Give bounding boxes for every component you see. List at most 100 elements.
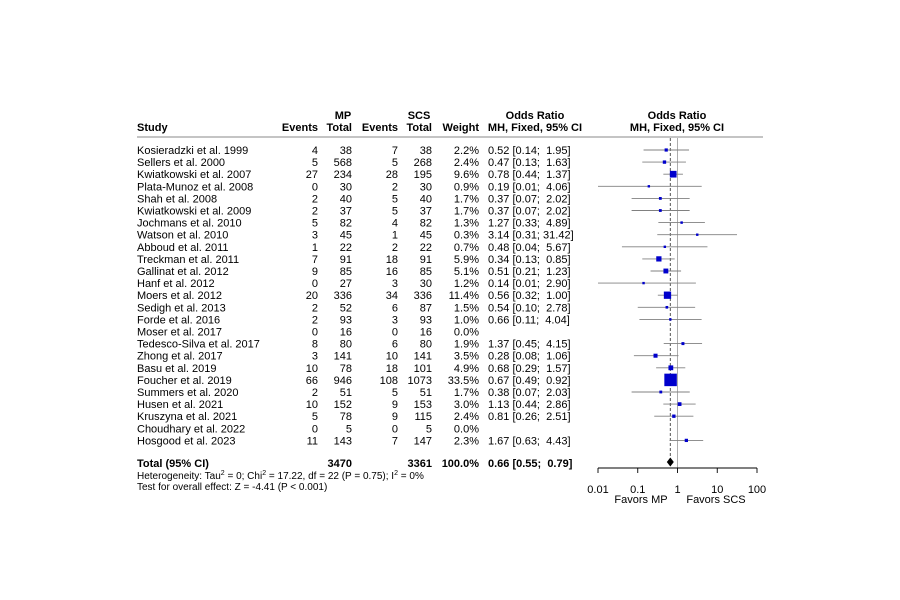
study-or-ci: 1.13 [0.44; 2.86] xyxy=(488,399,571,411)
study-name: Kosieradzki et al. 1999 xyxy=(137,145,248,157)
header-or-text-title: Odds Ratio xyxy=(506,110,565,122)
scs-total: 147 xyxy=(414,435,432,447)
study-weight: 11.4% xyxy=(449,290,480,302)
mp-events: 5 xyxy=(312,157,318,169)
table-row: Basu et al. 2019 10 78 18 101 4.9% 0.68 [0.29;… xyxy=(137,363,571,375)
study-weight: 1.7% xyxy=(454,193,479,205)
scs-events: 9 xyxy=(392,411,398,423)
study-weight: 2.4% xyxy=(454,411,479,423)
study-name: Basu et al. 2019 xyxy=(137,363,217,375)
scs-events: 18 xyxy=(386,363,398,375)
scs-total: 45 xyxy=(420,230,432,242)
mp-total: 234 xyxy=(334,169,352,181)
scs-events: 1 xyxy=(392,230,398,242)
mp-events: 1 xyxy=(312,242,318,254)
study-name: Sellers et al. 2000 xyxy=(137,157,225,169)
scs-events: 10 xyxy=(386,351,398,363)
study-or-ci: 0.51 [0.21; 1.23] xyxy=(488,266,571,278)
study-or-ci: 0.38 [0.07; 2.03] xyxy=(488,387,571,399)
scs-events: 0 xyxy=(392,327,398,339)
study-weight: 1.2% xyxy=(454,278,479,290)
study-square xyxy=(669,318,672,321)
mp-total: 40 xyxy=(340,193,352,205)
scs-total: 30 xyxy=(420,278,432,290)
study-or-ci: 0.56 [0.32; 1.00] xyxy=(488,290,571,302)
scs-events: 5 xyxy=(392,206,398,218)
table-row: Sedigh et al. 2013 2 52 6 87 1.5% 0.54 [0.10; … xyxy=(137,302,571,314)
scs-total: 30 xyxy=(420,181,432,193)
study-weight: 0.3% xyxy=(454,230,479,242)
study-weight: 1.9% xyxy=(454,339,479,351)
mp-events: 2 xyxy=(312,206,318,218)
scs-total: 87 xyxy=(420,302,432,314)
study-square xyxy=(669,170,677,178)
study-name: Moers et al. 2012 xyxy=(137,290,222,302)
scs-total: 16 xyxy=(420,327,432,339)
study-weight: 1.7% xyxy=(454,387,479,399)
scs-events: 2 xyxy=(392,181,398,193)
total-row: Total (95% CI) 3470 3361 100.0% 0.66 [0.… xyxy=(137,458,573,470)
scs-events: 4 xyxy=(392,218,398,230)
study-or-ci: 0.34 [0.13; 0.85] xyxy=(488,254,571,266)
scs-total: 268 xyxy=(414,157,432,169)
study-weight: 4.9% xyxy=(454,363,479,375)
mp-events: 27 xyxy=(306,169,318,181)
mp-events: 0 xyxy=(312,181,318,193)
study-or-ci: 0.68 [0.29; 1.57] xyxy=(488,363,571,375)
study-or-ci: 1.67 [0.63; 4.43] xyxy=(488,435,571,447)
header-weight: Weight xyxy=(443,122,480,134)
study-name: Husen et al. 2021 xyxy=(137,399,223,411)
study-name: Hanf et al. 2012 xyxy=(137,278,215,290)
scs-total: 336 xyxy=(414,290,432,302)
scs-events: 7 xyxy=(392,435,398,447)
header-mp-total: Total xyxy=(327,122,352,134)
mp-events: 2 xyxy=(312,302,318,314)
mp-total: 568 xyxy=(334,157,352,169)
mp-events: 4 xyxy=(312,145,318,157)
scs-total: 37 xyxy=(420,206,432,218)
study-square xyxy=(672,414,676,418)
scs-total: 93 xyxy=(420,314,432,326)
table-row: Foucher et al. 2019 66 946 108 1073 33.5% 0.67… xyxy=(137,375,571,387)
header-mp-group: MP xyxy=(335,110,352,122)
scs-total: 141 xyxy=(414,351,432,363)
study-square xyxy=(696,233,699,236)
scs-events: 3 xyxy=(392,314,398,326)
mp-events: 10 xyxy=(306,363,318,375)
favors-scs-label: Favors SCS xyxy=(686,494,745,506)
header-scs-total: Total xyxy=(407,122,432,134)
study-weight: 0.0% xyxy=(454,423,479,435)
table-row: Watson et al. 2010 3 45 1 45 0.3% 3.14 [0.31; … xyxy=(137,230,574,242)
x-tick-label: 1 xyxy=(674,484,680,496)
study-or-ci: 0.48 [0.04; 5.67] xyxy=(488,242,571,254)
table-row: Hosgood et al. 2023 11 143 7 147 2.3% 1.67 [0.… xyxy=(137,435,571,447)
header-or-text-method: MH, Fixed, 95% CI xyxy=(488,122,582,134)
study-square xyxy=(658,196,662,200)
study-square xyxy=(663,268,669,274)
study-name: Treckman et al. 2011 xyxy=(137,254,239,266)
study-weight: 1.0% xyxy=(454,314,479,326)
study-weight: 2.3% xyxy=(454,435,479,447)
scs-total: 1073 xyxy=(408,375,432,387)
study-or-ci: 0.19 [0.01; 4.06] xyxy=(488,181,571,193)
table-row: Shah et al. 2008 2 40 5 40 1.7% 0.37 [0.07; 2.… xyxy=(137,193,571,205)
mp-events: 0 xyxy=(312,327,318,339)
study-weight: 1.5% xyxy=(454,302,479,314)
mp-total: 78 xyxy=(340,363,352,375)
study-weight: 2.4% xyxy=(454,157,479,169)
mp-total: 152 xyxy=(334,399,352,411)
table-row: Moers et al. 2012 20 336 34 336 11.4% 0.56 [0.… xyxy=(137,290,571,302)
study-rows: Kosieradzki et al. 1999 4 38 7 38 2.2% 0.52 [0… xyxy=(137,145,574,447)
scs-events: 5 xyxy=(392,387,398,399)
study-weight: 33.5% xyxy=(448,375,479,387)
mp-events: 5 xyxy=(312,218,318,230)
mp-total: 93 xyxy=(340,314,352,326)
study-name: Watson et al. 2010 xyxy=(137,230,228,242)
table-row: Forde et al. 2016 2 93 3 93 1.0% 0.66 [0.11; 4… xyxy=(137,314,570,326)
study-or-ci: 3.14 [0.31; 31.42] xyxy=(488,230,574,242)
mp-events: 66 xyxy=(306,375,318,387)
table-row: Abboud et al. 2011 1 22 2 22 0.7% 0.48 [0.04; … xyxy=(137,242,571,254)
study-or-ci: 0.52 [0.14; 1.95] xyxy=(488,145,571,157)
study-name: Kwiatkowski et al. 2009 xyxy=(137,206,251,218)
